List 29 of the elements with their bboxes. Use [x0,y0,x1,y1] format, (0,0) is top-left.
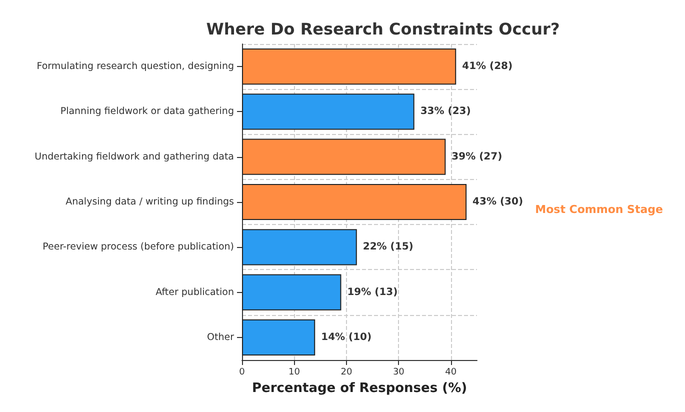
y-tick-label: Planning fieldwork or data gathering [60,106,234,118]
x-tick-label: 40 [445,368,457,378]
bar [242,184,467,220]
data-label: 33% (23) [420,106,471,118]
y-tick-label: Other [207,332,234,343]
bar [242,274,342,310]
x-axis-title: Percentage of Responses (%) [252,381,468,396]
bar [242,138,446,175]
bar [242,48,456,85]
y-tick-label: Peer-review process (before publication) [42,242,234,253]
chart-title: Where Do Research Constraints Occur? [206,20,560,38]
data-label: 39% (27) [452,151,502,162]
data-label: 14% (10) [321,332,372,343]
y-tick-label: After publication [156,286,234,298]
data-label: 22% (15) [362,242,414,253]
data-label: 41% (28) [462,61,513,72]
y-tick-label: Undertaking fieldwork and gathering data [34,151,234,162]
text: Most Common Stage [535,203,664,216]
x-tick-label: 30 [392,368,405,378]
data-label: 19% (13) [347,286,398,298]
x-tick-label: 0 [239,368,246,378]
x-tick-label: 10 [288,368,300,378]
bar [242,94,414,130]
bar [242,319,316,356]
bar [242,229,357,266]
x-tick-label: 20 [340,368,352,378]
y-tick-label: Analysing data / writing up findings [66,196,234,208]
y-tick-label: Formulating research question, designing [36,61,234,72]
data-label: 43% (30) [472,196,524,208]
